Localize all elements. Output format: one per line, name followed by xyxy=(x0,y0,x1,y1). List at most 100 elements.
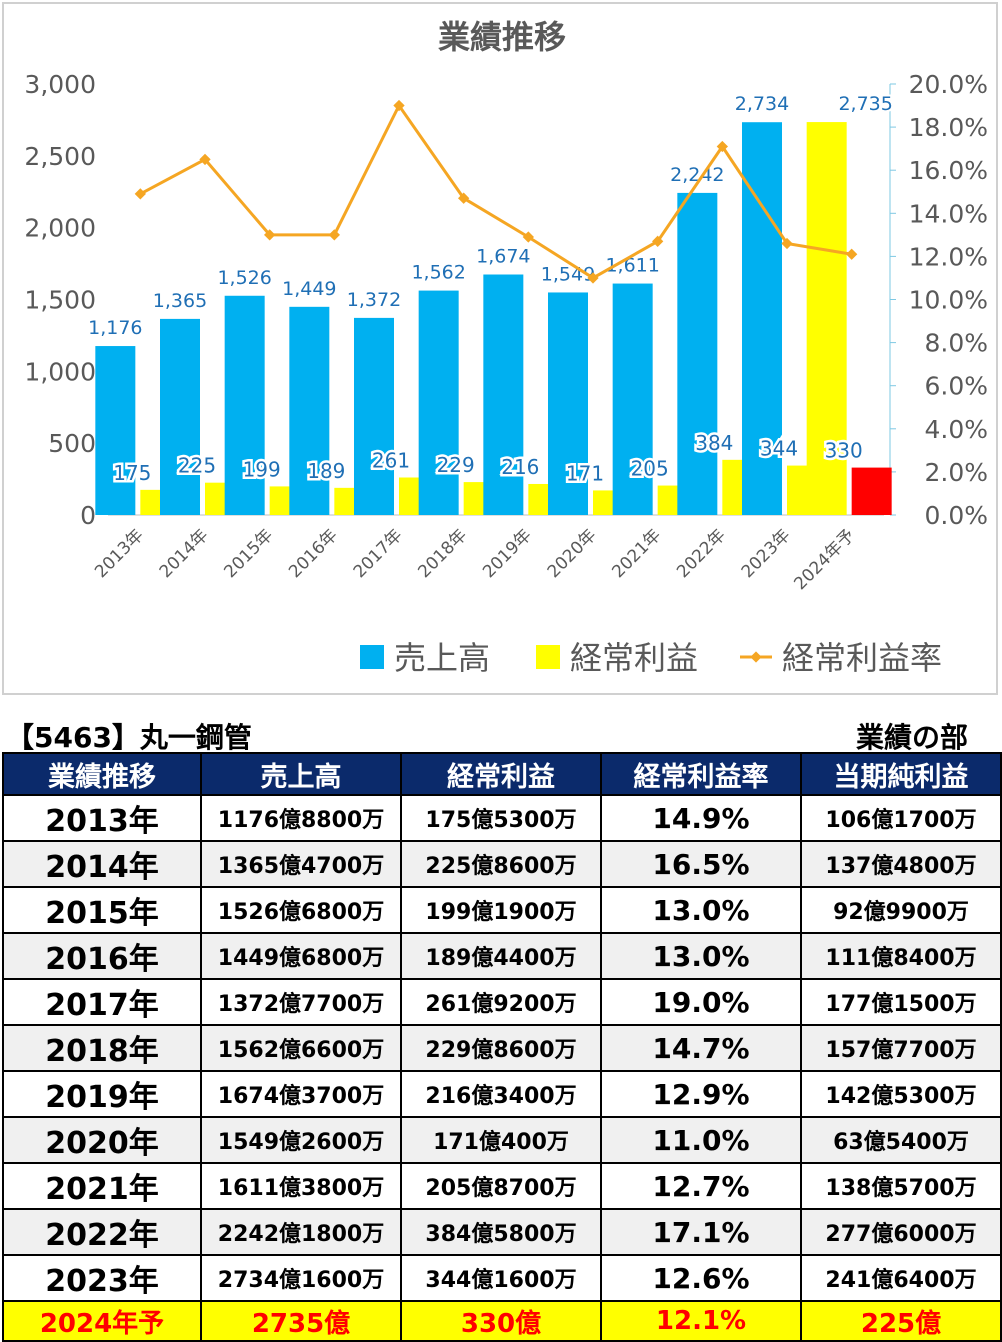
table-cell: 12.6% xyxy=(600,1254,802,1302)
sales-data-label: 2,735 xyxy=(838,93,892,115)
forecast-cell: 2024年予 xyxy=(2,1300,202,1342)
table-cell: 1611億3800万 xyxy=(200,1162,402,1210)
table-cell: 157億7700万 xyxy=(800,1024,1002,1072)
y2-tick-label: 6.0% xyxy=(924,372,988,401)
table-cell: 63億5400万 xyxy=(800,1116,1002,1164)
table-cell: 2023年 xyxy=(2,1254,202,1302)
rate-point xyxy=(652,235,664,247)
x-tick-label: 2023年 xyxy=(738,525,795,582)
table-cell: 1562億6600万 xyxy=(200,1024,402,1072)
profit-data-label: 171 xyxy=(566,461,604,485)
table-cell: 2016年 xyxy=(2,932,202,980)
table-row: 2015年 1526億6800万 199億1900万 13.0% 92億9900万 xyxy=(2,886,1002,934)
y2-tick-label: 12.0% xyxy=(909,242,988,271)
legend-label-rate: 経常利益率 xyxy=(782,639,942,677)
profit-data-label: 229 xyxy=(437,453,475,477)
y2-tick-label: 18.0% xyxy=(909,113,988,142)
performance-chart: 業績推移 0 500 1,000 1,500 2,000 2,500 3,000 0.0% 2.0… xyxy=(24,18,988,677)
legend-swatch-sales xyxy=(360,645,384,669)
table-cell: 17.1% xyxy=(600,1208,802,1256)
table-cell: 2018年 xyxy=(2,1024,202,1072)
sales-data-label: 1,549 xyxy=(541,263,595,285)
table-row: 2021年 1611億3800万 205億8700万 12.7% 138億5700万 xyxy=(2,1162,1002,1210)
sales-bar xyxy=(224,295,265,515)
sales-data-label: 1,449 xyxy=(282,278,336,300)
y-tick-label: 500 xyxy=(48,429,96,458)
profit-data-label: 189 xyxy=(307,459,345,483)
profit-data-label: 199 xyxy=(243,457,281,481)
x-tick-label: 2013年 xyxy=(91,525,148,582)
table-row: 2017年 1372億7700万 261億9200万 19.0% 177億1500万 xyxy=(2,978,1002,1026)
column-header: 経常利益 xyxy=(400,752,602,796)
table-cell: 2021年 xyxy=(2,1162,202,1210)
table-cell: 1549億2600万 xyxy=(200,1116,402,1164)
forecast-cell: 330億 xyxy=(400,1300,602,1342)
table-cell: 14.7% xyxy=(600,1024,802,1072)
table-cell: 111億8400万 xyxy=(800,932,1002,980)
table-header-row: 【5463】丸一鋼管 業績の部 xyxy=(0,704,1002,754)
table-header: 業績推移 売上高 経常利益 経常利益率 当期純利益 xyxy=(2,752,1002,796)
rate-point xyxy=(716,140,728,153)
table-cell: 137億4800万 xyxy=(800,840,1002,888)
x-tick-label: 2017年 xyxy=(350,525,407,582)
sales-bar xyxy=(289,306,330,515)
sales-data-label: 1,372 xyxy=(347,289,401,311)
profit-data-label: 344 xyxy=(760,437,798,461)
profit-data-label: 330 xyxy=(825,439,863,463)
table-cell: 14.9% xyxy=(600,794,802,842)
rate-point xyxy=(328,229,340,241)
section-title: 業績の部 xyxy=(855,721,968,754)
table-cell: 2014年 xyxy=(2,840,202,888)
table-cell: 2015年 xyxy=(2,886,202,934)
table-cell: 12.9% xyxy=(600,1070,802,1118)
x-tick-label: 2021年 xyxy=(608,525,665,582)
table-cell: 1372億7700万 xyxy=(200,978,402,1026)
x-tick-label: 2022年 xyxy=(673,525,730,582)
y2-tick-label: 10.0% xyxy=(909,286,988,315)
legend-swatch-profit xyxy=(536,645,560,669)
table-cell: 1365億4700万 xyxy=(200,840,402,888)
sales-bar xyxy=(483,274,524,515)
table-row: 2018年 1562億6600万 229億8600万 14.7% 157億7700万 xyxy=(2,1024,1002,1072)
profit-data-label: 261 xyxy=(372,449,410,473)
sales-data-label: 1,562 xyxy=(411,262,465,284)
sales-data-label: 1,526 xyxy=(217,267,271,289)
y2-tick-label: 0.0% xyxy=(924,501,988,530)
sales-bar xyxy=(418,290,459,515)
table-cell: 142億5300万 xyxy=(800,1070,1002,1118)
table-cell: 241億6400万 xyxy=(800,1254,1002,1302)
y2-tick-label: 2.0% xyxy=(924,458,988,487)
x-tick-label: 2019年 xyxy=(479,525,536,582)
y2-tick-label: 4.0% xyxy=(924,415,988,444)
table-cell: 384億5800万 xyxy=(400,1208,602,1256)
rate-line xyxy=(139,102,852,280)
column-header: 当期純利益 xyxy=(800,752,1002,796)
table-cell: 171億400万 xyxy=(400,1116,602,1164)
table-cell: 2022年 xyxy=(2,1208,202,1256)
sales-bar xyxy=(160,318,200,515)
table-cell: 205億8700万 xyxy=(400,1162,602,1210)
sales-bar xyxy=(612,283,653,515)
sales-bar xyxy=(677,192,718,515)
table-row: 2016年 1449億6800万 189億4400万 13.0% 111億8400万 xyxy=(2,932,1002,980)
table-cell: 199億1900万 xyxy=(400,886,602,934)
rate-point xyxy=(458,192,470,204)
column-header: 業績推移 xyxy=(2,752,202,796)
y-tick-label: 2,000 xyxy=(24,214,96,243)
legend-label-profit: 経常利益 xyxy=(570,639,698,677)
table-cell: 261億9200万 xyxy=(400,978,602,1026)
rate-point xyxy=(134,188,146,200)
sales-data-label: 1,176 xyxy=(88,317,142,339)
table-cell: 13.0% xyxy=(600,886,802,934)
table-cell: 2242億1800万 xyxy=(200,1208,402,1256)
table-row: 2023年 2734億1600万 344億1600万 12.6% 241億6400万 xyxy=(2,1254,1002,1302)
y-tick-label: 1,500 xyxy=(24,286,96,315)
legend-marker-rate xyxy=(750,651,762,663)
profit-data-label: 216 xyxy=(501,455,539,479)
company-title: 【5463】丸一鋼管 xyxy=(6,721,252,754)
y2-tick-label: 14.0% xyxy=(909,199,988,228)
table-cell: 229億8600万 xyxy=(400,1024,602,1072)
rate-point xyxy=(846,248,858,260)
table-cell: 344億1600万 xyxy=(400,1254,602,1302)
table-cell: 2013年 xyxy=(2,794,202,842)
